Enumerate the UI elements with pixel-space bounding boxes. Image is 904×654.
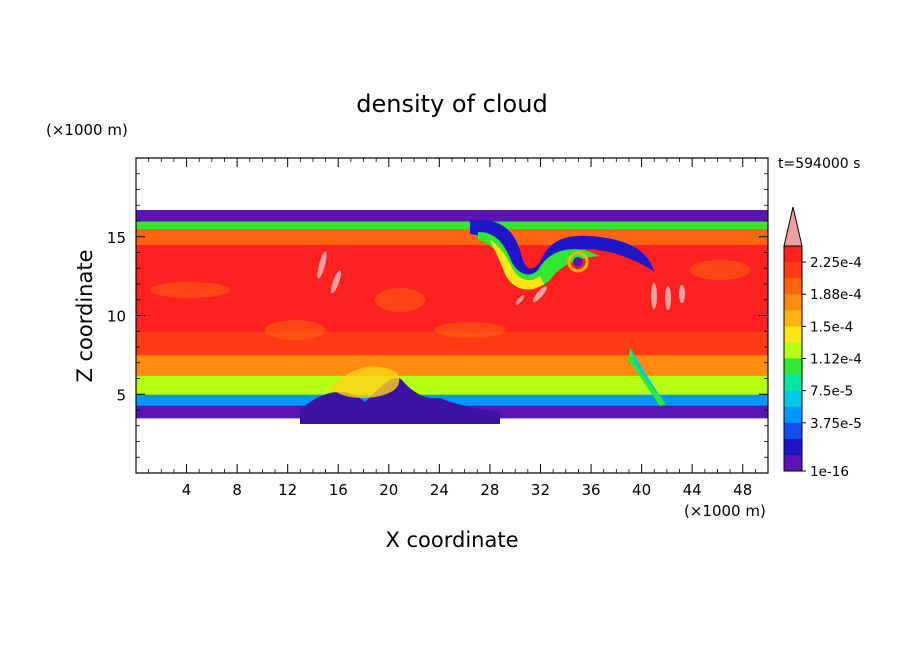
- x-tick-label: 12: [278, 481, 297, 499]
- colorbar-segment: [784, 454, 802, 472]
- colorbar: 2.25e-4 1.88e-4 1.5e-4 1.12e-4 7.5e-5 3.75e-5…: [783, 206, 862, 480]
- upper-plume-yellow: [490, 240, 544, 290]
- x-tick-label: 8: [232, 481, 242, 499]
- colorbar-segment: [784, 326, 802, 343]
- plume-core-edge: [567, 251, 589, 273]
- y-axis-label: Z coordinate: [73, 249, 97, 382]
- max-patch: [665, 286, 671, 310]
- colorbar-segment: [784, 342, 802, 359]
- y-tick-label: 10: [107, 308, 126, 326]
- colorbar-segment: [784, 438, 802, 456]
- density-band: [136, 228, 768, 246]
- x-tick-label: 48: [733, 481, 752, 499]
- fluctuation: [435, 322, 505, 338]
- density-bands: [136, 209, 768, 419]
- x-tick-label: 20: [379, 481, 398, 499]
- y-axis-ticks: 5 10 15: [107, 173, 768, 458]
- x-tick-label: 28: [480, 481, 499, 499]
- time-label: t=594000 s: [778, 156, 860, 172]
- colorbar-segment: [784, 374, 802, 392]
- density-band: [136, 394, 768, 406]
- colorbar-label: 1.12e-4: [810, 352, 862, 368]
- fluctuation: [150, 282, 230, 298]
- colorbar-segment: [784, 262, 802, 279]
- fluctuation: [375, 288, 425, 312]
- colorbar-label: 2.25e-4: [810, 255, 862, 271]
- density-band: [136, 375, 768, 395]
- max-patch: [515, 295, 525, 305]
- colorbar-segment: [784, 358, 802, 375]
- colorbar-overflow-triangle: [783, 206, 803, 247]
- chart-title: density of cloud: [356, 90, 547, 118]
- colorbar-segment: [784, 406, 802, 424]
- colorbar-segment: [784, 422, 802, 440]
- max-patch: [317, 251, 327, 279]
- colorbar-segment: [784, 390, 802, 408]
- x-tick-label: 36: [581, 481, 600, 499]
- colorbar-segment: [784, 246, 802, 263]
- density-band: [136, 354, 768, 376]
- density-band: [136, 221, 768, 230]
- colorbar-label: 1.5e-4: [810, 319, 853, 335]
- lower-turbulence: [300, 378, 500, 424]
- max-patch: [651, 283, 657, 309]
- max-patch: [533, 286, 547, 302]
- colorbar-label: 7.5e-5: [810, 384, 853, 400]
- x-axis-label: X coordinate: [385, 528, 518, 552]
- colorbar-label: 3.75e-5: [810, 416, 862, 432]
- x-tick-label: 16: [329, 481, 348, 499]
- y-unit-label: (×1000 m): [46, 121, 128, 139]
- x-tick-label: 44: [683, 481, 702, 499]
- field-features: [150, 219, 750, 424]
- core-fluctuations: [150, 260, 750, 340]
- density-band: [136, 244, 768, 332]
- colorbar-segment: [784, 278, 802, 295]
- colorbar-label: 1.88e-4: [810, 287, 862, 303]
- lower-turbulence-green: [330, 366, 400, 398]
- maximum-patches: [317, 251, 685, 310]
- max-patch: [679, 285, 685, 303]
- y-tick-label: 15: [107, 229, 126, 247]
- x-tick-label: 4: [182, 481, 192, 499]
- x-unit-label: (×1000 m): [684, 502, 766, 520]
- density-field: [136, 209, 768, 424]
- colorbar-label: 1e-16: [810, 464, 849, 480]
- y-tick-label: 5: [116, 386, 126, 404]
- colorbar-segment: [784, 294, 802, 311]
- x-tick-label: 32: [531, 481, 550, 499]
- density-band: [136, 209, 768, 222]
- x-axis-ticks: 4 8 12 16 20 24 28 32 36 40 44 48: [148, 158, 756, 499]
- x-tick-label: 24: [430, 481, 449, 499]
- colorbar-segment: [784, 310, 802, 327]
- fluctuation: [690, 260, 750, 280]
- fluctuation: [265, 320, 325, 340]
- x-tick-label: 40: [632, 481, 651, 499]
- max-patch: [331, 270, 341, 294]
- plume-core: [573, 257, 583, 267]
